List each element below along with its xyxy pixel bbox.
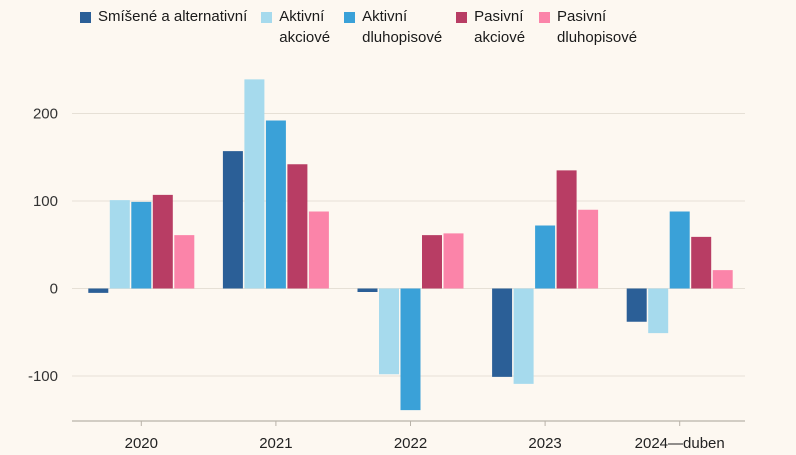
legend-swatch — [539, 12, 551, 23]
legend-swatch — [80, 12, 91, 23]
bar-2023-series-1 — [513, 288, 534, 384]
x-tick-label: 2020 — [125, 435, 158, 452]
y-tick-label: 100 — [33, 193, 58, 210]
x-tick-label: 2021 — [259, 435, 292, 452]
bar-2023-series-3 — [556, 170, 577, 289]
legend-item-aktivni-dluhopisove: Aktivní dluhopisové — [344, 6, 442, 48]
bar-2021-series-4 — [308, 211, 329, 289]
bar-2022-series-1 — [379, 288, 399, 375]
y-axis-ticks: -100 0 100 200 — [28, 106, 58, 386]
bar-2023-series-0 — [492, 288, 513, 377]
bar-2020-series-2 — [131, 201, 152, 289]
legend-item-aktivni-akciove: Aktivní akciové — [261, 6, 330, 48]
legend: Smíšené a alternativní Aktivní akciové A… — [80, 6, 651, 48]
x-tick-label: 2023 — [528, 435, 561, 452]
bars — [88, 79, 733, 411]
bar-2021-series-0 — [222, 151, 243, 289]
y-tick-label: 0 — [50, 281, 58, 298]
legend-swatch — [344, 12, 356, 23]
legend-label: Pasivní akciové — [474, 8, 526, 46]
bar-2023-series-2 — [535, 225, 556, 289]
bar-2024—duben-series-1 — [648, 288, 669, 334]
y-tick-label: -100 — [28, 368, 58, 385]
bar-2022-series-0 — [357, 288, 378, 292]
bar-2022-series-3 — [422, 235, 442, 289]
bar-2020-series-3 — [152, 194, 173, 289]
legend-swatch — [261, 12, 273, 23]
bar-2021-series-1 — [244, 79, 265, 289]
bar-2024—duben-series-0 — [626, 288, 647, 322]
bar-2023-series-4 — [578, 209, 599, 289]
legend-item-pasivni-dluhopisove: Pasivní dluhopisové — [539, 6, 637, 48]
x-tick-label: 2024—duben — [635, 435, 725, 452]
legend-label: Aktivní dluhopisové — [362, 8, 443, 46]
bar-2021-series-3 — [287, 164, 308, 289]
bar-2020-series-0 — [88, 288, 109, 293]
bar-2021-series-2 — [265, 120, 286, 289]
bar-2020-series-4 — [174, 235, 195, 289]
bar-2024—duben-series-2 — [669, 211, 690, 289]
bar-2022-series-2 — [400, 288, 421, 411]
bar-2024—duben-series-3 — [691, 236, 712, 289]
legend-item-smisene: Smíšené a alternativní — [80, 6, 247, 27]
x-tick-label: 2022 — [394, 435, 427, 452]
legend-label: Smíšené a alternativní — [98, 8, 248, 25]
bar-2020-series-1 — [109, 200, 130, 289]
legend-label: Aktivní akciové — [279, 8, 331, 46]
x-axis: 2020 2021 2022 2023 2024—duben — [72, 420, 745, 452]
legend-swatch — [456, 12, 468, 23]
y-tick-label: 200 — [33, 106, 58, 123]
legend-item-pasivni-akciove: Pasivní akciové — [456, 6, 525, 48]
bar-2022-series-4 — [443, 233, 464, 289]
bar-2024—duben-series-4 — [712, 270, 733, 289]
legend-label: Pasivní dluhopisové — [557, 8, 638, 46]
